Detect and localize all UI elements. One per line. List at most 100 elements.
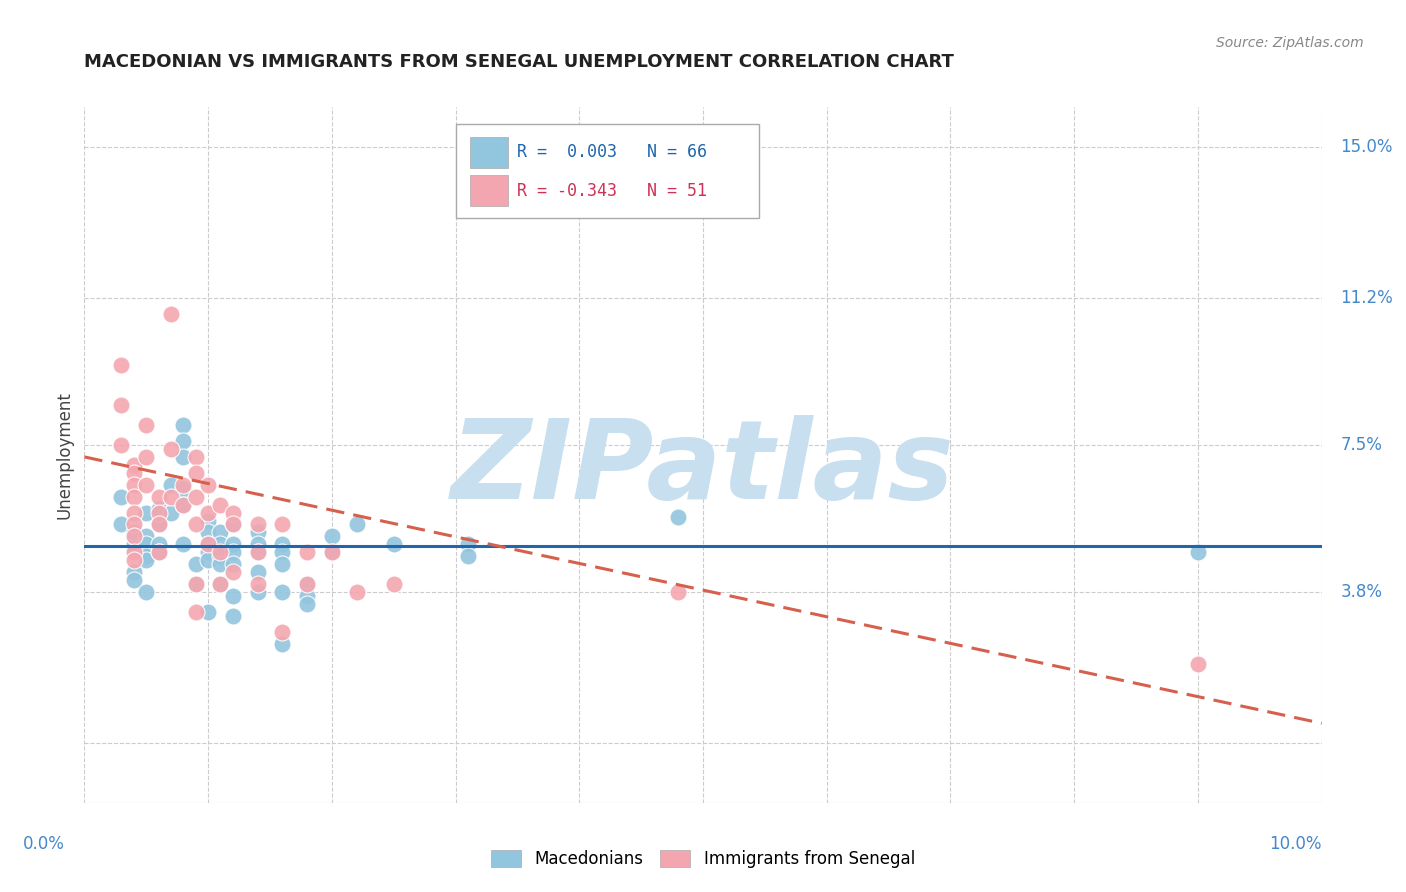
Point <box>457 537 479 551</box>
Point <box>222 517 245 532</box>
Point <box>148 517 170 532</box>
Point <box>321 545 343 559</box>
Point <box>135 545 157 559</box>
Point <box>172 498 194 512</box>
Point <box>321 529 343 543</box>
Point <box>197 553 219 567</box>
Point <box>135 537 157 551</box>
Point <box>148 490 170 504</box>
Point <box>122 490 145 504</box>
Point <box>209 577 232 591</box>
Point <box>271 637 294 651</box>
Point <box>246 517 269 532</box>
Text: 10.0%: 10.0% <box>1270 835 1322 853</box>
Point <box>197 537 219 551</box>
Point <box>246 545 269 559</box>
Point <box>197 605 219 619</box>
Point <box>1187 657 1209 671</box>
Point <box>135 450 157 464</box>
Point <box>160 506 183 520</box>
Point <box>184 577 207 591</box>
Point <box>222 589 245 603</box>
Point <box>122 529 145 543</box>
Point <box>209 525 232 540</box>
Point <box>295 589 318 603</box>
Point <box>184 450 207 464</box>
Text: MACEDONIAN VS IMMIGRANTS FROM SENEGAL UNEMPLOYMENT CORRELATION CHART: MACEDONIAN VS IMMIGRANTS FROM SENEGAL UN… <box>84 54 955 71</box>
Point <box>110 398 132 412</box>
Point <box>222 537 245 551</box>
Point <box>135 585 157 599</box>
Point <box>172 418 194 433</box>
Point <box>209 545 232 559</box>
Point <box>382 537 405 551</box>
Point <box>122 565 145 579</box>
Point <box>172 537 194 551</box>
Point <box>246 537 269 551</box>
Point <box>197 477 219 491</box>
Point <box>160 490 183 504</box>
Point <box>135 477 157 491</box>
Point <box>122 477 145 491</box>
FancyBboxPatch shape <box>471 175 508 206</box>
Text: Source: ZipAtlas.com: Source: ZipAtlas.com <box>1216 36 1364 50</box>
Point <box>135 529 157 543</box>
Point <box>122 458 145 472</box>
Point <box>184 517 207 532</box>
Point <box>666 509 689 524</box>
Point <box>295 545 318 559</box>
Legend: Macedonians, Immigrants from Senegal: Macedonians, Immigrants from Senegal <box>485 843 921 874</box>
Point <box>209 537 232 551</box>
Point <box>222 545 245 559</box>
Point <box>666 585 689 599</box>
Point <box>172 482 194 496</box>
Point <box>197 525 219 540</box>
Point <box>271 545 294 559</box>
Point <box>271 537 294 551</box>
Point <box>122 517 145 532</box>
Point <box>135 418 157 433</box>
Point <box>346 585 368 599</box>
Point <box>110 359 132 373</box>
Text: 11.2%: 11.2% <box>1340 289 1393 307</box>
Point <box>382 577 405 591</box>
Point <box>172 450 194 464</box>
Point <box>122 545 145 559</box>
Point <box>135 553 157 567</box>
Point <box>271 585 294 599</box>
Point <box>271 558 294 572</box>
Point <box>197 537 219 551</box>
Point <box>184 605 207 619</box>
Point <box>222 609 245 624</box>
Point <box>346 517 368 532</box>
Point <box>457 549 479 564</box>
Point <box>184 466 207 480</box>
Point <box>122 525 145 540</box>
Point <box>222 565 245 579</box>
Point <box>148 506 170 520</box>
Text: 0.0%: 0.0% <box>22 835 65 853</box>
Text: ZIPatlas: ZIPatlas <box>451 416 955 523</box>
Point <box>271 624 294 639</box>
Point <box>135 549 157 564</box>
Point <box>122 537 145 551</box>
Point <box>197 545 219 559</box>
Point <box>110 517 132 532</box>
Point <box>148 537 170 551</box>
Point <box>184 490 207 504</box>
Text: 3.8%: 3.8% <box>1340 583 1382 601</box>
Point <box>246 585 269 599</box>
Point <box>135 506 157 520</box>
Point <box>172 498 194 512</box>
Text: R = -0.343   N = 51: R = -0.343 N = 51 <box>517 182 707 200</box>
Point <box>110 438 132 452</box>
Point <box>148 517 170 532</box>
Point <box>222 517 245 532</box>
FancyBboxPatch shape <box>471 137 508 169</box>
Point <box>122 466 145 480</box>
Point <box>122 553 145 567</box>
Point <box>246 545 269 559</box>
Point <box>321 545 343 559</box>
Point <box>209 577 232 591</box>
Point <box>246 577 269 591</box>
